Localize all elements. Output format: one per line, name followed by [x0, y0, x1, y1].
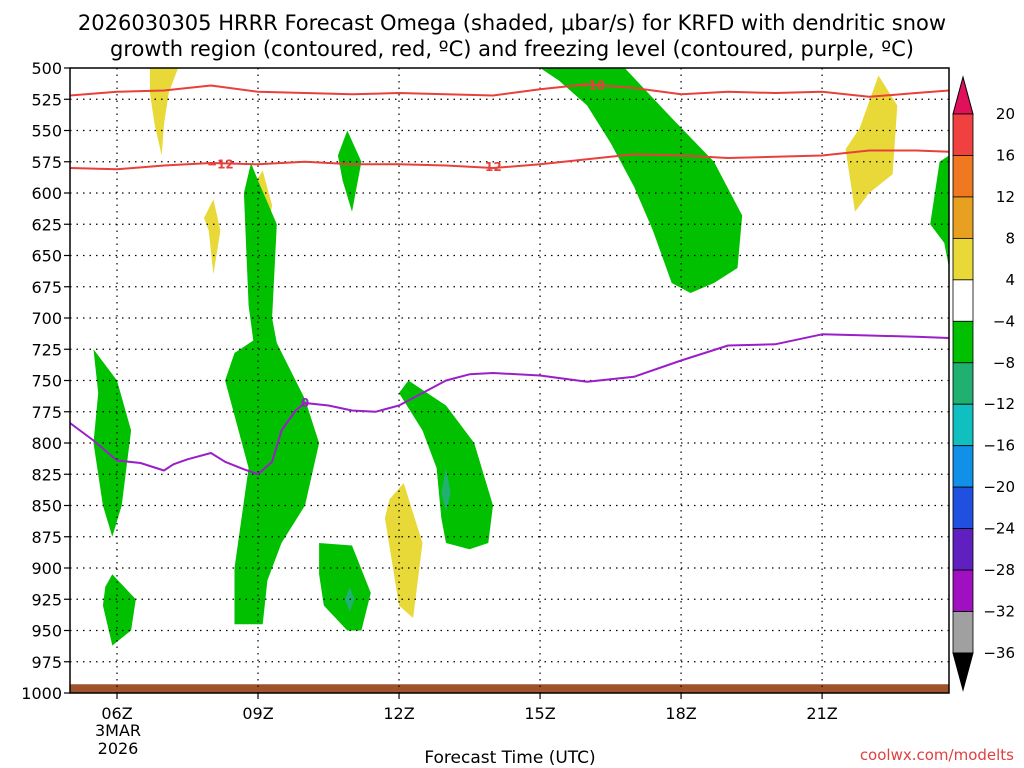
y-tick-label-950: 950: [31, 622, 62, 641]
date-label-day: 3MAR: [95, 721, 141, 740]
y-tick-label-1000: 1000: [21, 684, 62, 703]
colorbar-swatch-0: [952, 113, 974, 156]
credit-text: coolwx.com/modelts: [860, 746, 1014, 764]
shaded-region-1: [204, 199, 221, 275]
contour-line-0: [70, 83, 949, 98]
y-tick-label-700: 700: [31, 309, 62, 328]
grid-lines: [70, 68, 949, 693]
colorbar-label-8: −16: [983, 437, 1015, 455]
colorbar-label-3: 8: [1005, 229, 1015, 247]
omega-shading: [93, 68, 949, 646]
colorbar-top-arrow: [952, 75, 974, 115]
y-axis-ticks: 500 525 550 575 600 625 650 675 700 725 750 775 800 8…: [21, 59, 70, 703]
shaded-region-3: [384, 483, 423, 618]
contour-line-2: [70, 333, 949, 476]
colorbar-swatch-9: [952, 486, 974, 530]
y-tick-label-675: 675: [31, 278, 62, 297]
colorbar-swatch-8: [952, 445, 974, 488]
colorbar-label-11: −28: [983, 561, 1015, 579]
colorbar-label-13: −36: [983, 644, 1015, 662]
contour-label-0: −18: [578, 79, 605, 93]
y-tick-label-750: 750: [31, 372, 62, 391]
x-axis-ticks: 06Z 09Z 12Z 15Z 18Z 21Z: [101, 693, 838, 723]
x-tick-label-06Z: 06Z: [101, 704, 132, 723]
colorbar-swatch-2: [952, 196, 974, 239]
y-tick-label-825: 825: [31, 465, 62, 484]
colorbar-label-7: −12: [983, 395, 1015, 413]
chart-title-line2: growth region (contoured, red, ºC) and f…: [110, 37, 914, 61]
colorbar-swatch-1: [952, 155, 974, 198]
colorbar-swatch-10: [952, 528, 974, 571]
colorbar-label-5: −4: [993, 312, 1015, 330]
colorbar-label-2: 12: [996, 188, 1015, 206]
colorbar-swatch-12: [952, 611, 974, 654]
y-tick-label-925: 925: [31, 590, 62, 609]
contour-lines: [70, 83, 949, 476]
shaded-region-8: [225, 163, 320, 625]
contour-label-3: 0: [301, 396, 309, 410]
y-tick-label-525: 525: [31, 90, 62, 109]
y-tick-label-625: 625: [31, 215, 62, 234]
date-label-year: 2026: [98, 739, 139, 758]
colorbar-label-12: −32: [983, 603, 1015, 621]
shaded-region-4: [845, 75, 898, 212]
colorbar-swatch-11: [952, 569, 974, 612]
shaded-region-11: [93, 349, 132, 537]
colorbar-label-9: −20: [983, 478, 1015, 496]
colorbar-swatch-3: [952, 237, 974, 281]
shaded-region-6: [930, 155, 949, 268]
colorbar-label-4: 4: [1005, 271, 1015, 289]
x-tick-label-12Z: 12Z: [383, 704, 414, 723]
colorbar-label-6: −8: [993, 354, 1015, 372]
shaded-region-7: [337, 130, 362, 212]
y-tick-label-500: 500: [31, 59, 62, 78]
contour-line-1: [70, 149, 949, 171]
y-tick-label-800: 800: [31, 434, 62, 453]
colorbar-swatch-4: [952, 279, 974, 322]
y-tick-label-650: 650: [31, 247, 62, 266]
y-tick-label-775: 775: [31, 403, 62, 422]
x-tick-label-21Z: 21Z: [806, 704, 837, 723]
colorbar-label-1: 16: [996, 146, 1015, 164]
contour-label-2: −12: [475, 160, 502, 174]
surface-band-fill: [70, 684, 949, 693]
shaded-region-5: [540, 68, 743, 293]
shaded-region-10: [319, 543, 371, 631]
shaded-region-13: [441, 468, 451, 512]
plot-frame: [69, 67, 950, 694]
y-tick-label-875: 875: [31, 528, 62, 547]
colorbar-label-10: −24: [983, 520, 1015, 538]
surface-band: [70, 684, 949, 693]
x-tick-label-18Z: 18Z: [665, 704, 696, 723]
x-axis-label: Forecast Time (UTC): [424, 748, 595, 768]
colorbar-label-0: 20: [996, 105, 1015, 123]
shaded-region-9: [399, 380, 493, 550]
chart-title-line1: 2026030305 HRRR Forecast Omega (shaded, …: [78, 11, 946, 35]
x-tick-label-15Z: 15Z: [524, 704, 555, 723]
colorbar-swatch-5: [952, 320, 974, 364]
y-tick-label-725: 725: [31, 340, 62, 359]
y-tick-label-600: 600: [31, 184, 62, 203]
contour-labels: −18 −12 −12 0: [207, 79, 605, 411]
colorbar-bottom-arrow: [952, 652, 974, 692]
y-tick-label-550: 550: [31, 122, 62, 141]
y-tick-label-575: 575: [31, 153, 62, 172]
shaded-region-12: [102, 574, 136, 646]
colorbar: 20 16 12 8 4 −4 −8 −12 −16 −20 −24 −28 −32 −36: [952, 75, 1015, 692]
y-tick-label-900: 900: [31, 559, 62, 578]
colorbar-swatch-6: [952, 362, 974, 405]
y-tick-label-975: 975: [31, 653, 62, 672]
x-tick-label-09Z: 09Z: [242, 704, 273, 723]
colorbar-swatch-7: [952, 403, 974, 447]
y-tick-label-850: 850: [31, 497, 62, 516]
shaded-region-0: [149, 68, 179, 156]
contour-label-1: −12: [207, 157, 234, 171]
